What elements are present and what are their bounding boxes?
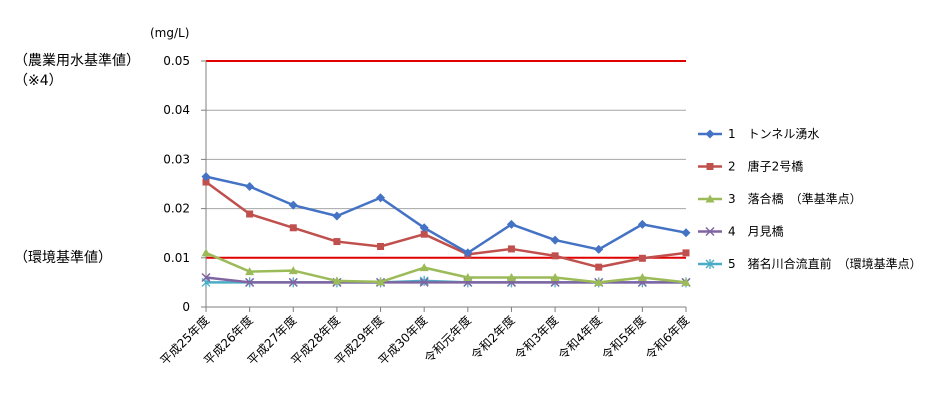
data-point (594, 244, 604, 254)
series-line (205, 181, 687, 269)
y-tick-label: 0 (182, 300, 190, 314)
data-point (706, 163, 714, 170)
data-point (637, 219, 647, 229)
data-point (245, 267, 255, 276)
data-point (245, 277, 255, 287)
legend-item: 5 猪名川合流直前 （環境基準点） (698, 256, 922, 271)
reference-lines: （農業用水基準値） （※4） （環境基準値） (14, 52, 686, 266)
data-point (594, 277, 604, 286)
data-point (332, 211, 342, 221)
legend-label: 4 月見橋 (728, 225, 784, 239)
data-point (376, 277, 386, 286)
x-tick-label: 令和6年度 (642, 313, 692, 363)
data-point (332, 276, 342, 285)
reference-line-label: （環境基準値） (14, 249, 112, 266)
data-point (506, 272, 516, 281)
series-2 (202, 178, 690, 271)
data-point (201, 248, 211, 257)
legend-item: 4 月見橋 (698, 225, 784, 239)
data-point (638, 254, 646, 262)
x-tick-label: 令和2年度 (468, 313, 518, 363)
data-point (288, 277, 298, 287)
legend-item: 3 落合橋 （準基準点） (698, 191, 862, 206)
data-point (705, 226, 715, 237)
series-1 (201, 172, 691, 258)
data-point (550, 235, 560, 245)
y-tick-label: 0.02 (163, 202, 190, 216)
legend-label: 5 猪名川合流直前 （環境基準点） (728, 256, 922, 271)
y-tick-label: 0.01 (163, 251, 190, 265)
y-unit-label: (mg/L) (150, 26, 189, 40)
data-point (705, 129, 715, 139)
reference-line-label: （農業用水基準値） (14, 52, 140, 69)
data-point (681, 277, 691, 286)
reference-line-label: （※4） (14, 73, 63, 89)
data-point (551, 252, 559, 260)
axes: (mg/L) 00.010.020.030.040.05平成25年度平成26年度… (150, 26, 692, 368)
data-point (246, 210, 254, 218)
data-point (681, 228, 691, 238)
data-point (420, 230, 428, 238)
data-point (637, 272, 647, 281)
y-tick-label: 0.05 (163, 54, 190, 68)
data-point (705, 259, 715, 269)
legend: 1 トンネル湧水 2 唐子2号橋 3 落合橋 （準基準点） 4 月見橋 5 猪名川合流直… (698, 127, 922, 271)
legend-label: 3 落合橋 （準基準点） (728, 191, 862, 206)
legend-label: 2 唐子2号橋 (728, 159, 803, 174)
data-point (550, 272, 560, 281)
data-point (288, 266, 298, 275)
data-point (288, 200, 298, 210)
data-point (377, 242, 385, 250)
legend-item: 2 唐子2号橋 (698, 159, 803, 174)
data-point (507, 245, 515, 253)
series-line (205, 251, 687, 284)
data-point (289, 224, 297, 232)
x-tick-label: 令和3年度 (511, 313, 561, 363)
x-tick-label: 令和4年度 (555, 313, 605, 363)
series-line (205, 175, 687, 255)
data-point (419, 263, 429, 272)
data-point (333, 238, 341, 246)
data-point (376, 193, 386, 203)
data-point (705, 194, 715, 203)
data-point (201, 172, 211, 182)
y-tick-label: 0.03 (163, 152, 190, 166)
x-tick-label: 令和5年度 (599, 313, 649, 363)
data-point (463, 272, 473, 281)
data-point (202, 178, 210, 186)
y-tick-label: 0.04 (163, 103, 190, 117)
data-point (682, 249, 690, 257)
data-point (419, 277, 429, 287)
data-point (419, 223, 429, 233)
data-point (245, 181, 255, 191)
x-tick-label: 令和元年度 (421, 313, 474, 366)
series-3 (201, 248, 691, 286)
data-point (595, 263, 603, 271)
data-point (463, 248, 473, 258)
data-point (201, 272, 211, 283)
series-group (201, 172, 691, 288)
legend-label: 1 トンネル湧水 (728, 127, 819, 141)
data-point (506, 219, 516, 229)
legend-item: 1 トンネル湧水 (698, 127, 819, 141)
